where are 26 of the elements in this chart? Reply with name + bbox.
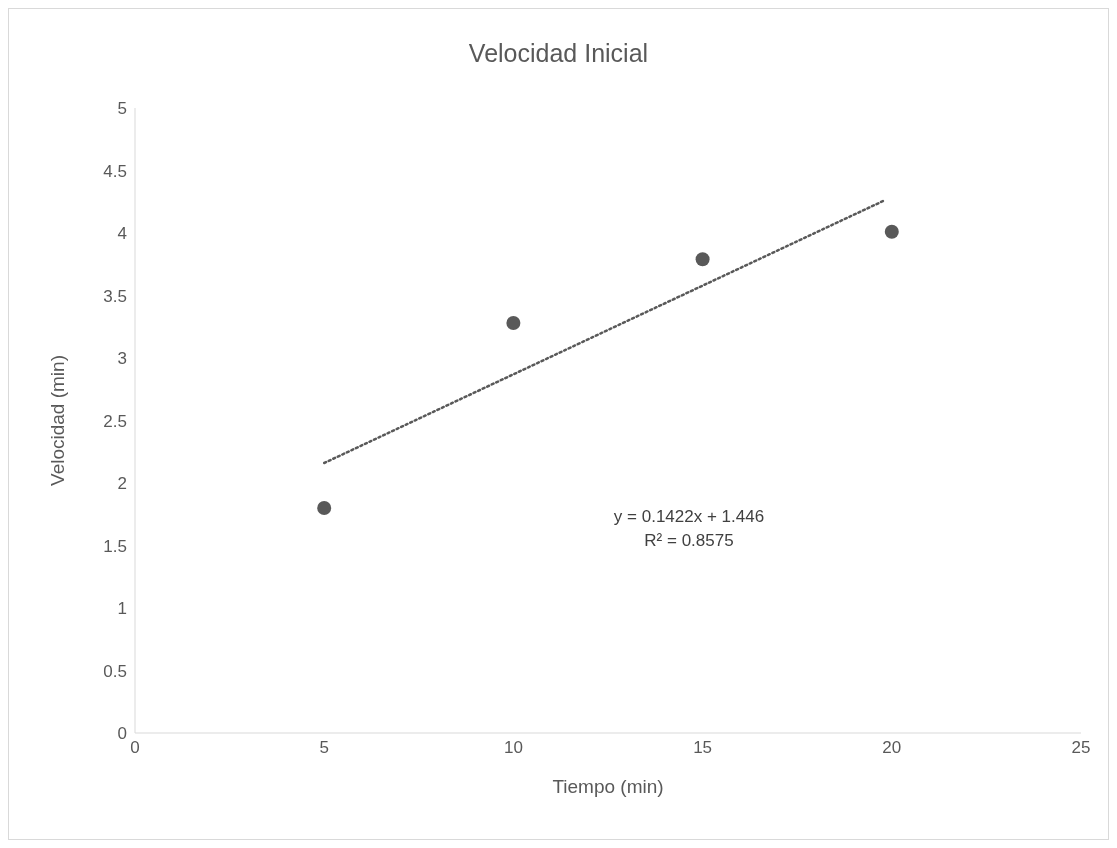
x-tick-label: 15 [693, 738, 713, 758]
x-tick-label: 10 [503, 738, 523, 758]
y-tick-label: 2 [117, 474, 127, 494]
x-tick-label: 20 [882, 738, 902, 758]
y-tick-label: 3.5 [103, 286, 127, 306]
point [506, 316, 521, 330]
annotation: y = 0.1422x + 1.446 [612, 506, 766, 528]
y-tick-label: 4.5 [103, 161, 127, 181]
point [695, 252, 710, 267]
y-tick-label: 1 [117, 599, 127, 619]
x-tick-label: 0 [130, 738, 140, 758]
y-tick-label: 0 [117, 724, 127, 744]
y-tick-label: 3 [117, 349, 127, 369]
y-tick-label: 0.5 [103, 661, 127, 681]
annotation: R² = 0.8575 [643, 530, 735, 552]
chart-title: Velocidad Inicial [467, 39, 650, 68]
point [317, 501, 332, 515]
y-tick-label: 2.5 [103, 411, 127, 431]
y-tick-label: 4 [117, 224, 127, 244]
y-axis-title: Velocidad (min) [46, 355, 68, 486]
y-tick-label: 1.5 [103, 536, 127, 556]
y-tick-label: 5 [117, 99, 127, 119]
x-tick-label: 5 [319, 738, 329, 758]
x-tick-label: 25 [1071, 738, 1091, 758]
x-axis-title: Tiempo (min) [552, 776, 664, 797]
point [884, 224, 899, 239]
